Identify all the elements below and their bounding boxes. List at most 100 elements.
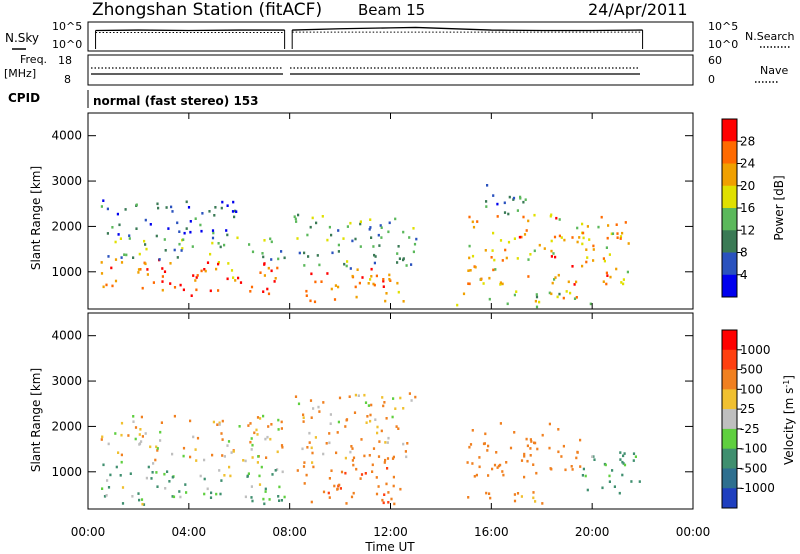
velocity-colorbar-title: Velocity [m s-1]: [782, 375, 796, 465]
range-cell: [120, 256, 123, 259]
range-cell: [462, 292, 466, 296]
range-cell: [182, 446, 186, 450]
range-cell: [102, 199, 105, 202]
range-cell: [616, 232, 619, 235]
range-cell: [359, 245, 362, 248]
range-cell: [221, 200, 224, 204]
range-cell: [557, 450, 560, 454]
range-cell: [250, 448, 253, 451]
range-cell: [105, 283, 108, 287]
range-cell: [115, 465, 118, 469]
range-cell: [221, 438, 224, 441]
range-cell: [550, 213, 553, 217]
range-cell: [209, 289, 212, 293]
range-cell: [524, 198, 527, 201]
range-cell: [110, 266, 113, 270]
range-cell: [548, 422, 551, 426]
range-cell: [551, 281, 554, 285]
range-cell: [405, 455, 408, 459]
range-cell: [337, 229, 340, 232]
range-cell: [263, 239, 266, 242]
range-cell: [392, 455, 395, 459]
power-colorbar: 28 24 20 16 12 8 4 Power [dB]: [721, 118, 786, 298]
nave-tick-0: 0: [708, 73, 715, 86]
range-cell: [168, 480, 171, 483]
range-cell: [380, 429, 383, 433]
range-cell: [602, 280, 605, 283]
range-cell: [496, 466, 499, 469]
colorbar-block: [722, 230, 737, 253]
range-cell: [163, 472, 166, 476]
range-cell: [107, 442, 110, 446]
range-cell: [606, 274, 609, 277]
range-cell: [550, 255, 553, 258]
colorbar-label: 12: [740, 223, 755, 237]
range-cell: [356, 268, 359, 271]
range-cell: [123, 253, 126, 256]
range-cell: [532, 491, 535, 494]
range-cell: [223, 455, 226, 458]
range-cell: [619, 235, 623, 238]
range-cell: [366, 415, 369, 418]
range-cell: [513, 431, 516, 434]
range-cell: [264, 487, 267, 491]
range-cell: [624, 221, 627, 224]
velocity-ylabel: Slant Range [km]: [29, 368, 43, 472]
range-cell: [527, 258, 530, 261]
nsearch-label: N.Search: [745, 30, 795, 43]
range-cell: [187, 206, 191, 209]
range-cell: [250, 485, 253, 488]
range-cell: [164, 249, 167, 252]
range-cell: [478, 456, 481, 459]
range-cell: [378, 244, 381, 247]
y-tick-label: 1000: [51, 465, 82, 479]
x-ticks: 00:00 04:00 08:00 12:00 16:00 20:00 00:00: [71, 113, 710, 539]
range-cell: [138, 498, 141, 502]
range-cell: [176, 256, 179, 259]
range-cell: [140, 498, 144, 501]
range-cell: [492, 194, 495, 197]
range-cell: [527, 275, 530, 278]
range-cell: [106, 207, 109, 211]
range-cell: [412, 250, 415, 254]
range-cell: [372, 447, 376, 450]
range-cell: [155, 234, 158, 238]
range-cell: [541, 433, 544, 437]
range-cell: [471, 462, 474, 465]
colorbar-block: [722, 488, 737, 509]
range-cell: [397, 427, 400, 430]
range-cell: [274, 277, 277, 280]
range-cell: [513, 493, 516, 496]
colorbar-label: 100: [740, 382, 763, 396]
range-cell: [564, 468, 567, 472]
velocity-colorbar-blocks: [722, 330, 737, 509]
range-cell: [264, 490, 267, 493]
range-cell: [484, 249, 487, 252]
range-cell: [120, 460, 123, 464]
range-cell: [468, 215, 471, 219]
range-cell: [336, 487, 339, 491]
x-tick-label: 20:00: [575, 525, 610, 539]
range-cell: [171, 210, 174, 213]
range-cell: [499, 463, 502, 467]
range-cell: [573, 297, 577, 300]
range-cell: [141, 502, 144, 506]
range-cell: [171, 475, 174, 479]
range-cell: [618, 491, 621, 495]
range-cell: [621, 231, 624, 235]
freq-tick-8: 8: [64, 73, 71, 86]
range-cell: [214, 206, 217, 209]
range-cell: [216, 423, 219, 426]
range-cell: [374, 418, 377, 421]
range-cell: [329, 422, 332, 425]
range-cell: [581, 242, 584, 246]
range-cell: [338, 396, 342, 400]
range-cell: [149, 445, 152, 449]
range-cell: [382, 279, 385, 283]
range-cell: [125, 253, 128, 257]
colorbar-block: [722, 468, 737, 489]
range-cell: [386, 467, 389, 470]
nsky-tick-top: 10^5: [52, 20, 82, 33]
power-heatmap: [100, 184, 630, 309]
